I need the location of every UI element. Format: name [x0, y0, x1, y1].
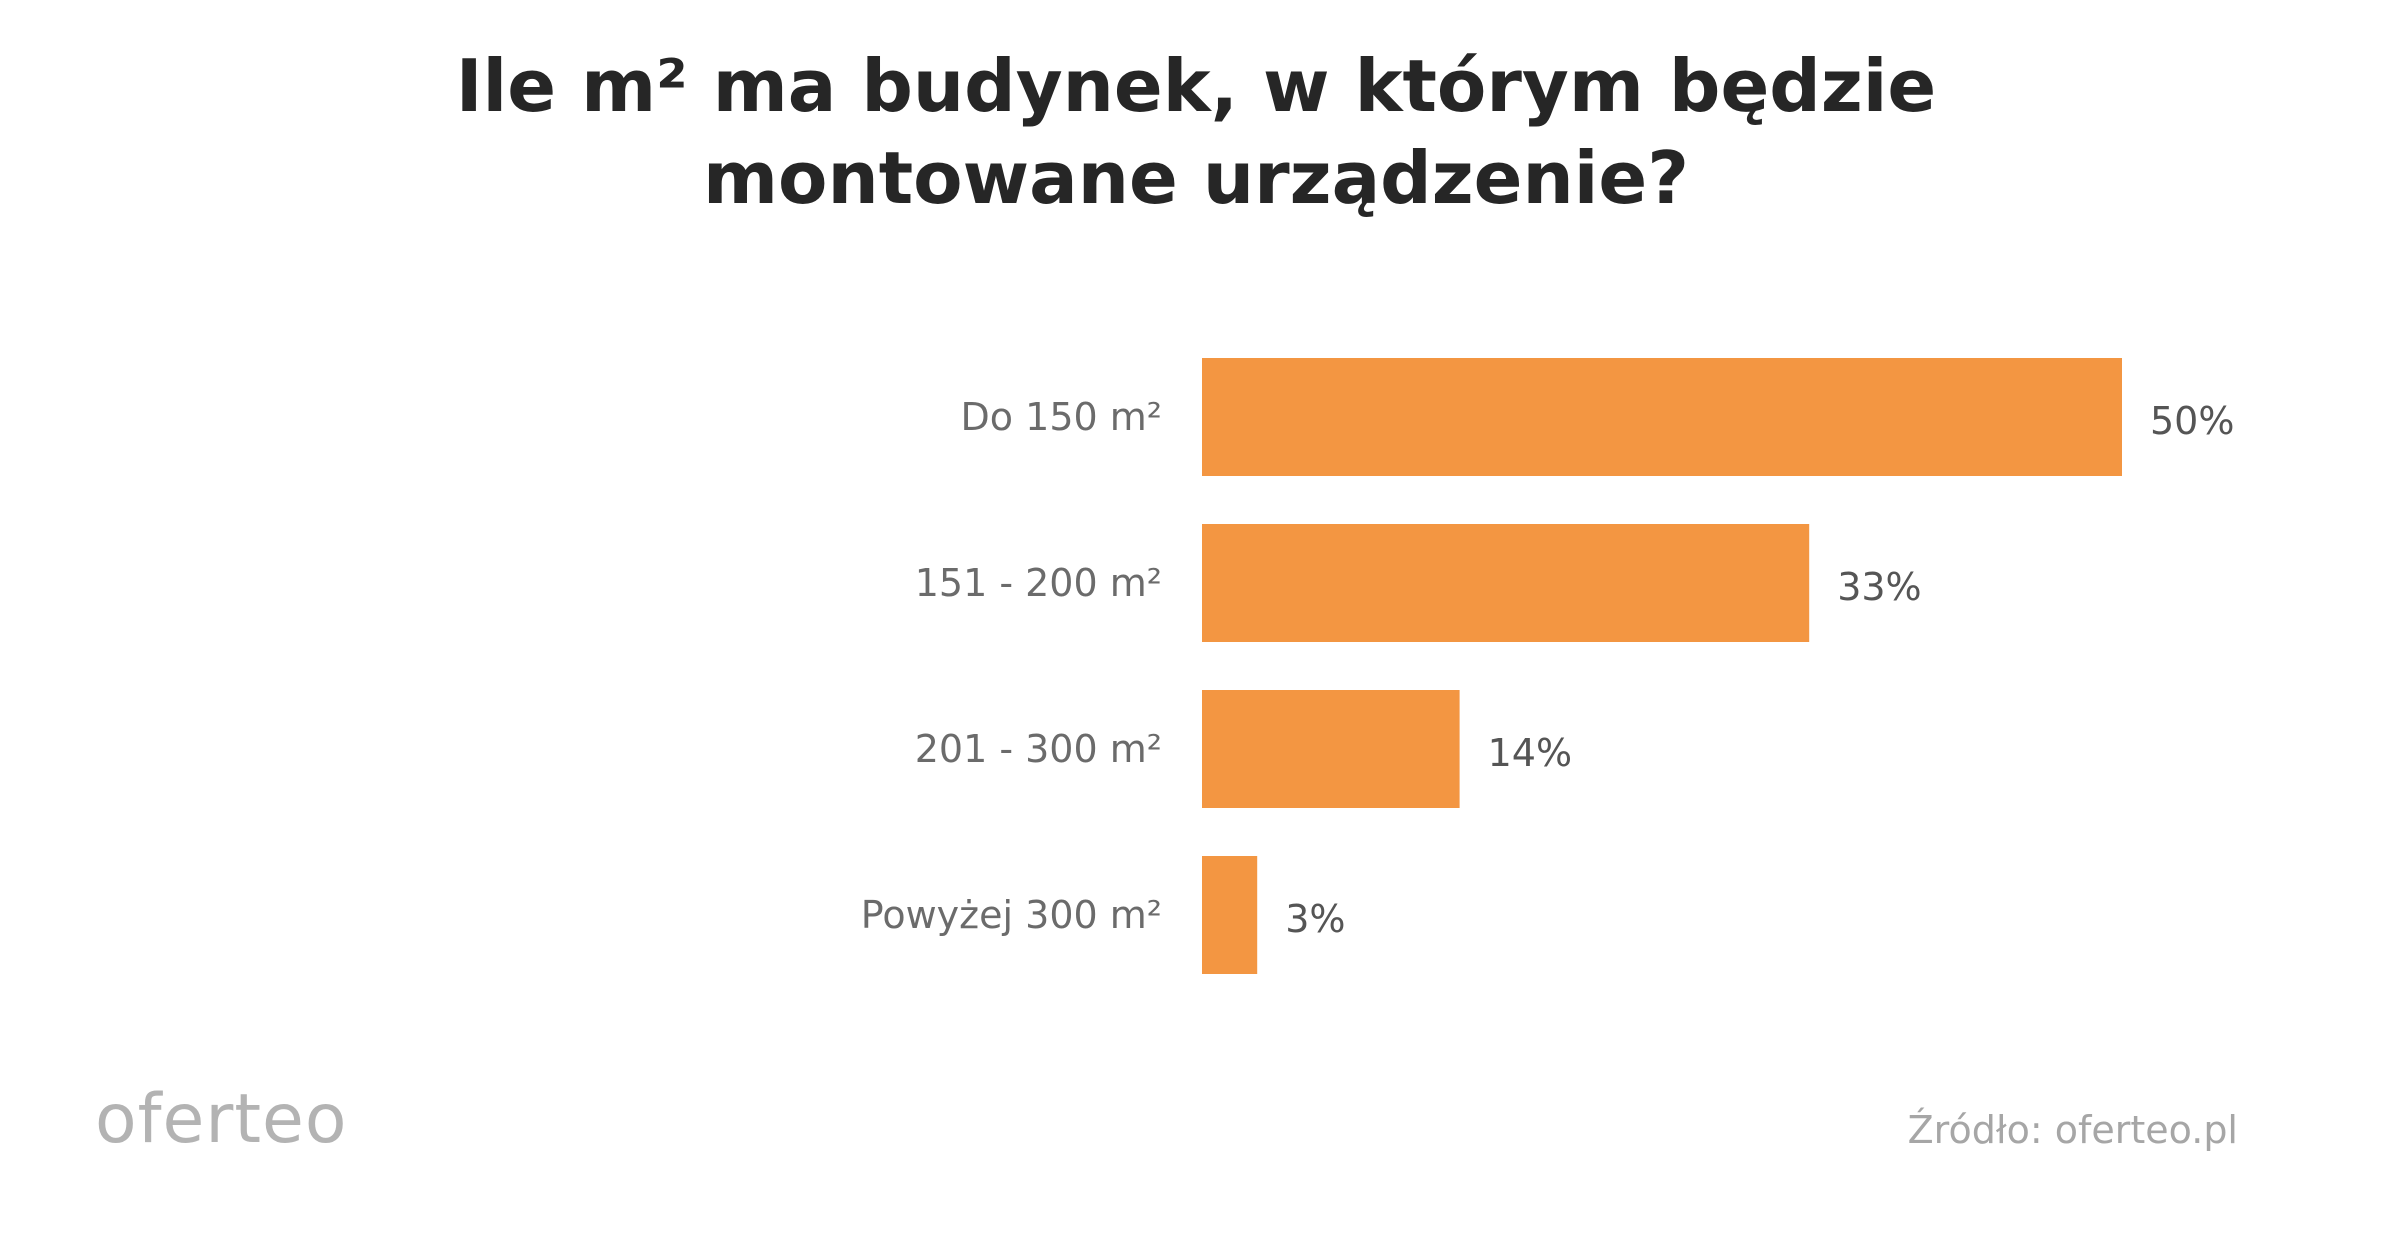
category-label-4: Powyżej 300 m²: [861, 893, 1162, 937]
category-label-3: 201 - 300 m²: [915, 727, 1162, 771]
source-note: Źródło: oferteo.pl: [1907, 1108, 2238, 1152]
chart-title: Ile m² ma budynek, w którym będzie monto…: [0, 40, 2392, 224]
value-label-3: 14%: [1488, 731, 1572, 775]
bar-4: [1202, 856, 1258, 974]
bar-2: [1202, 524, 1810, 642]
category-label-2: 151 - 200 m²: [915, 561, 1162, 605]
bar-3: [1202, 690, 1460, 808]
chart-title-line-1: Ile m² ma budynek, w którym będzie: [455, 44, 1937, 128]
oferteo-logo: oferteo: [95, 1080, 348, 1159]
value-label-2: 33%: [1837, 565, 1921, 609]
category-label-1: Do 150 m²: [961, 395, 1162, 439]
bar-1: [1202, 358, 2122, 476]
value-label-4: 3%: [1285, 897, 1345, 941]
chart-title-line-2: montowane urządzenie?: [703, 136, 1689, 220]
value-label-1: 50%: [2150, 399, 2234, 443]
